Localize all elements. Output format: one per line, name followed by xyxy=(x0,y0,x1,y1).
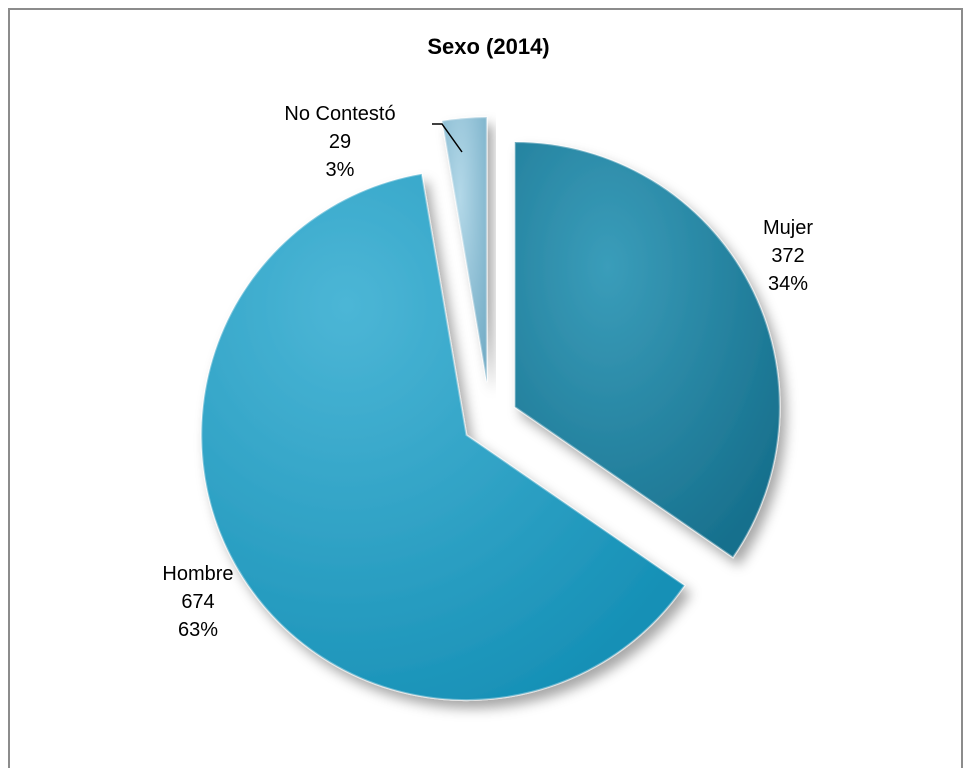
slice-label-hombre-name: Hombre xyxy=(162,563,234,585)
slice-label-no-contesto-percent: 3% xyxy=(325,159,355,181)
slice-label-hombre: Hombre 674 63% xyxy=(128,560,268,644)
slice-label-mujer-value: 372 xyxy=(771,245,805,267)
slice-label-no-contesto-name: No Contestó xyxy=(284,103,396,125)
slice-label-mujer-name: Mujer xyxy=(762,217,813,239)
slice-label-hombre-value: 674 xyxy=(181,591,215,613)
slice-label-no-contesto-value: 29 xyxy=(328,131,352,153)
pie-slice-hombre xyxy=(200,172,686,702)
leader-line xyxy=(432,123,463,153)
pie-slice-no-contesto xyxy=(440,116,488,383)
slice-label-no-contesto: No Contestó 29 3% xyxy=(270,100,410,184)
slice-label-mujer-percent: 34% xyxy=(767,273,809,295)
slice-label-mujer: Mujer 372 34% xyxy=(718,214,858,298)
slice-label-hombre-percent: 63% xyxy=(177,619,219,641)
pie-slice-mujer xyxy=(513,140,781,559)
chart-title: Sexo (2014) xyxy=(427,34,550,59)
